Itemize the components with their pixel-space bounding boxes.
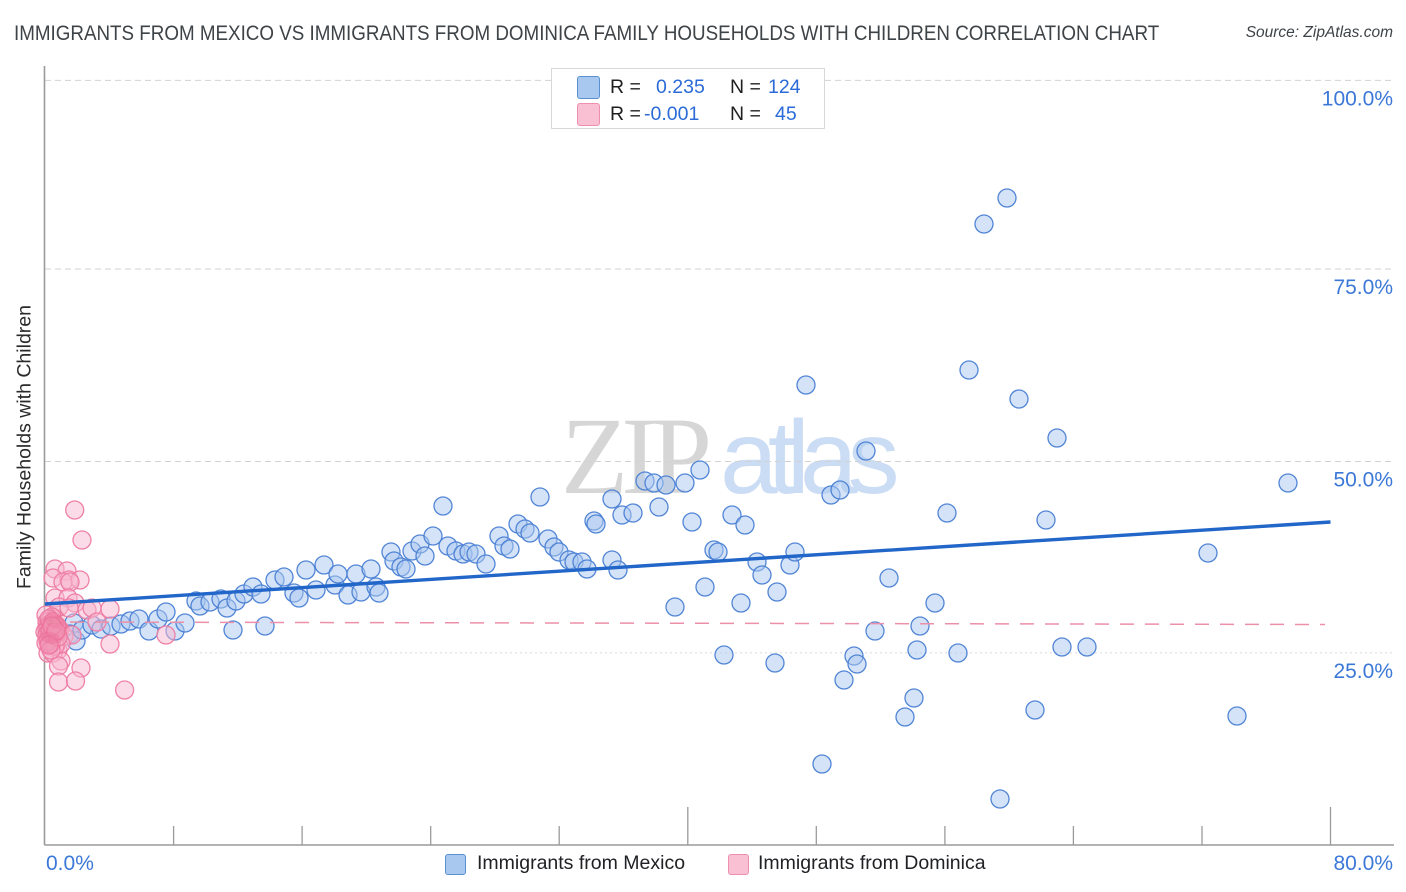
svg-text:100.0%: 100.0% (1322, 87, 1393, 110)
svg-text:25.0%: 25.0% (1333, 660, 1393, 683)
svg-text:80.0%: 80.0% (1333, 852, 1393, 875)
svg-text:75.0%: 75.0% (1333, 276, 1393, 299)
svg-text:50.0%: 50.0% (1333, 469, 1393, 492)
svg-text:0.0%: 0.0% (46, 852, 94, 875)
